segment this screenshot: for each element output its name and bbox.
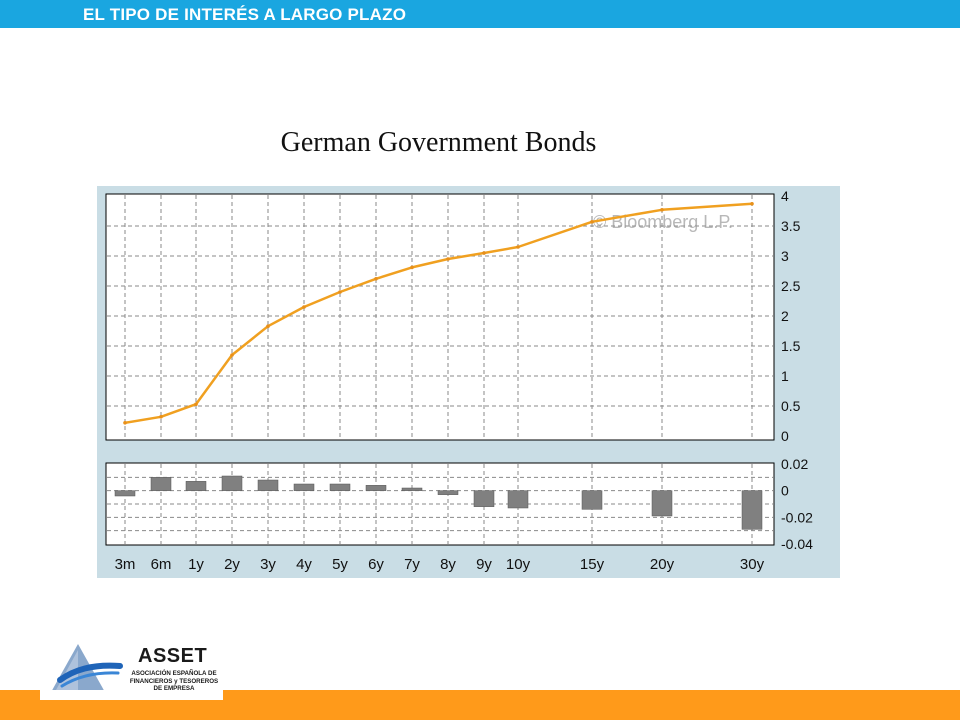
point-3m [123,421,127,425]
bar-6y [365,485,387,491]
point-6m [159,415,163,419]
yield-points [123,202,754,425]
point-9y [482,251,486,255]
bar-y-axis-labels: 0.02 0 -0.02 -0.04 [781,456,813,552]
y-tick-label: 2.5 [781,278,801,294]
x-tick-label: 1y [188,556,204,573]
point-6y [374,277,378,281]
bar-2y [221,475,243,491]
bar-3m [114,490,136,497]
point-30y [750,202,754,206]
point-7y [410,265,414,270]
logo-subtitle: ASOCIACIÓN ESPAÑOLA DE FINANCIEROS y TES… [129,670,219,692]
x-tick-label: 10y [506,556,531,573]
point-5y [338,290,342,294]
x-tick-label: 8y [440,556,456,573]
x-tick-label: 2y [224,556,240,573]
y-tick-label: -0.04 [781,536,813,552]
watermark: © Bloomberg L.P. [593,212,733,232]
point-3y [266,324,270,328]
x-tick-label: 15y [580,556,605,573]
bar-20y [651,490,673,517]
x-tick-label: 4y [296,556,312,573]
chart-title: German Government Bonds [280,127,597,158]
point-4y [302,305,306,309]
point-1y [194,402,198,406]
x-tick-label: 9y [476,556,492,573]
bar-3y [257,479,279,491]
bar-30y [741,490,763,530]
bar-6m [150,477,172,491]
y-tick-label: 0 [781,483,789,499]
line-y-axis-labels: 0 0.5 1 1.5 2 2.5 3 3.5 4 [781,188,801,444]
point-20y [660,208,664,212]
y-tick-label: 3 [781,248,789,264]
bar-4y [293,483,315,491]
x-tick-label: 30y [740,556,765,573]
y-tick-label: 4 [781,188,789,204]
x-tick-label: 20y [650,556,675,573]
point-15y [590,220,594,224]
y-tick-label: 0.5 [781,398,801,414]
x-tick-label: 5y [332,556,348,573]
x-tick-label: 3m [115,556,136,573]
x-tick-label: 3y [260,556,276,573]
footer-logo-gap [40,690,223,700]
y-tick-label: 2 [781,308,789,324]
y-tick-label: -0.02 [781,509,813,525]
point-8y [446,257,450,261]
bar-5y [329,483,351,491]
y-tick-label: 1.5 [781,338,801,354]
bar-9y [473,490,495,507]
header-title: EL TIPO DE INTERÉS A LARGO PLAZO [83,5,407,24]
y-tick-label: 0 [781,428,789,444]
y-tick-label: 1 [781,368,789,384]
x-tick-label: 6m [151,556,172,573]
yield-curve-chart: © Bloomberg L.P. 00.511.522.533.54 0.020… [97,186,840,578]
y-tick-label: 0.02 [781,456,808,472]
bar-7y [401,487,423,491]
header-bar: EL TIPO DE INTERÉS A LARGO PLAZO [0,0,960,28]
bar-10y [507,490,529,509]
x-tick-label: 6y [368,556,384,573]
bar-1y [185,481,207,491]
point-10y [516,245,520,249]
line-plot-area [105,193,775,441]
x-tick-label: 7y [404,556,420,573]
bar-15y [581,490,603,510]
x-axis-labels: 3m 6m 1y 2y 3y 4y 5y 6y 7y 8y 9y 10y 15y 20y 30y [115,556,765,573]
point-2y [230,353,234,357]
logo-name: ASSET [138,645,208,667]
y-tick-label: 3.5 [781,218,801,234]
line-plot-grid [107,195,773,439]
bar-8y [437,490,459,495]
change-bars [114,475,763,530]
